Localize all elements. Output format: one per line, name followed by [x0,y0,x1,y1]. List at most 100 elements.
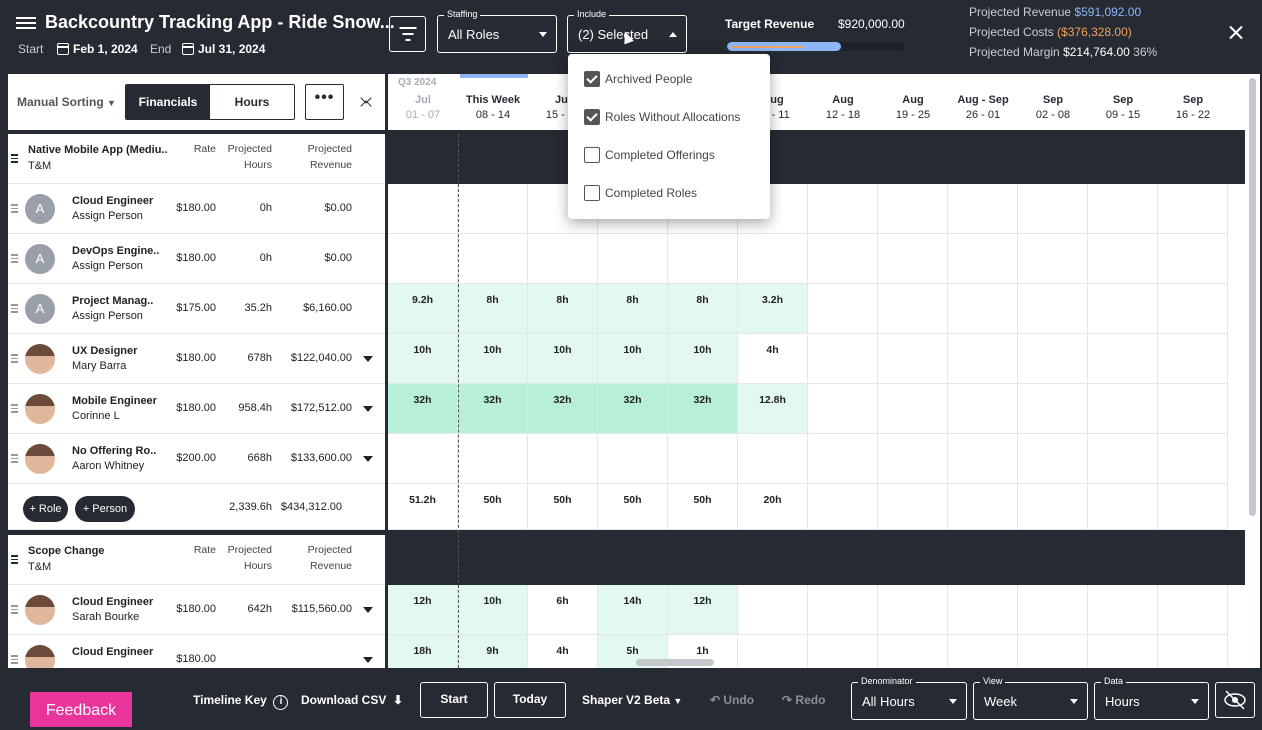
allocation-cell[interactable] [948,234,1018,284]
role-row[interactable]: A DevOps Engine.. Assign Person $180.00 0h $0… [8,234,385,284]
close-icon[interactable] [1226,24,1246,44]
view-select[interactable]: View Week [973,676,1088,720]
week-header[interactable]: Sep 09 - 15 [1088,74,1158,130]
allocation-cell[interactable] [1088,635,1158,668]
role-row[interactable]: A Project Manag.. Assign Person $175.00 35.2… [8,284,385,334]
allocation-cell[interactable] [878,184,948,234]
allocation-cell[interactable] [948,184,1018,234]
allocation-cell[interactable] [388,434,458,484]
checkbox[interactable] [584,147,600,163]
sort-dropdown[interactable]: Manual Sorting ▼ [17,95,116,109]
download-csv-button[interactable]: Download CSV ⬇ [301,693,404,707]
allocation-cell[interactable] [1088,434,1158,484]
allocation-cell[interactable] [808,334,878,384]
allocation-cell[interactable]: 12.8h [738,384,808,434]
expand-arrow-icon[interactable] [363,456,373,462]
view-toggle[interactable]: Financials Hours [125,84,295,120]
allocation-cell[interactable] [1088,585,1158,635]
undo-button[interactable]: ↶ Undo [710,693,755,707]
allocation-cell[interactable] [738,234,808,284]
allocation-cell[interactable] [1088,284,1158,334]
expand-arrow-icon[interactable] [363,356,373,362]
feedback-button[interactable]: Feedback [30,692,132,727]
end-date[interactable]: Jul 31, 2024 [182,42,265,56]
allocation-cell[interactable]: 6h [528,585,598,635]
allocation-cell[interactable] [1018,585,1088,635]
role-row[interactable]: UX Designer Mary Barra $180.00 678h $122,040… [8,334,385,384]
allocation-cell[interactable] [1158,284,1228,334]
assigned-person[interactable]: Mary Barra [72,360,127,372]
denominator-select[interactable]: Denominator All Hours [851,676,967,720]
allocation-cell[interactable] [948,384,1018,434]
allocation-cell[interactable] [1018,635,1088,668]
allocation-cell[interactable] [668,234,738,284]
allocation-cell[interactable]: 1h [668,635,738,668]
assigned-person[interactable]: Assign Person [72,210,143,222]
expand-arrow-icon[interactable] [363,607,373,613]
allocation-cell[interactable]: 8h [598,284,668,334]
drag-handle-icon[interactable] [11,302,18,316]
allocation-cell[interactable]: 32h [528,384,598,434]
allocation-cell[interactable] [808,434,878,484]
filter-button[interactable] [389,16,426,52]
drag-handle-icon[interactable] [11,152,18,166]
allocation-cell[interactable]: 9.2h [388,284,458,334]
allocation-cell[interactable]: 10h [458,585,528,635]
allocation-cell[interactable] [1158,334,1228,384]
timeline-key-button[interactable]: Timeline Key i [193,693,289,710]
allocation-cell[interactable] [1158,234,1228,284]
allocation-cell[interactable]: 10h [668,334,738,384]
drag-handle-icon[interactable] [11,352,18,366]
week-header[interactable]: Aug - Sep 26 - 01 [948,74,1018,130]
allocation-cell[interactable] [948,284,1018,334]
tab-financials[interactable]: Financials [126,85,210,119]
allocation-cell[interactable]: 32h [668,384,738,434]
allocation-cell[interactable] [878,434,948,484]
allocation-cell[interactable]: 12h [388,585,458,635]
menu-icon[interactable] [16,14,36,30]
allocation-cell[interactable]: 8h [528,284,598,334]
allocation-cell[interactable] [948,635,1018,668]
include-select[interactable]: Include (2) Selected [567,9,687,53]
allocation-cell[interactable]: 4h [738,334,808,384]
allocation-cell[interactable]: 10h [528,334,598,384]
allocation-cell[interactable] [528,434,598,484]
allocation-cell[interactable] [1018,184,1088,234]
allocation-cell[interactable] [1018,284,1088,334]
allocation-cell[interactable] [1158,384,1228,434]
allocation-cell[interactable] [1018,334,1088,384]
allocation-cell[interactable]: 18h [388,635,458,668]
week-header[interactable]: This Week 08 - 14 [458,74,528,130]
allocation-cell[interactable] [458,434,528,484]
allocation-cell[interactable] [878,284,948,334]
more-options-button[interactable]: ••• [305,84,344,120]
allocation-cell[interactable] [1018,434,1088,484]
week-header[interactable]: Sep 02 - 08 [1018,74,1088,130]
allocation-cell[interactable] [1088,234,1158,284]
allocation-cell[interactable] [878,635,948,668]
allocation-cell[interactable] [598,434,668,484]
assigned-person[interactable]: Assign Person [72,260,143,272]
allocation-cell[interactable] [808,585,878,635]
assigned-person[interactable]: Sarah Bourke [72,611,140,623]
allocation-cell[interactable] [878,334,948,384]
allocation-cell[interactable] [738,434,808,484]
hide-visibility-icon[interactable] [1215,682,1255,718]
allocation-cell[interactable] [458,234,528,284]
allocation-cell[interactable] [878,585,948,635]
allocation-cell[interactable]: 14h [598,585,668,635]
expand-arrow-icon[interactable] [363,406,373,412]
allocation-cell[interactable] [738,585,808,635]
checkbox[interactable] [584,185,600,201]
week-header[interactable]: Aug 19 - 25 [878,74,948,130]
allocation-cell[interactable] [1158,184,1228,234]
allocation-cell[interactable] [1018,234,1088,284]
start-date[interactable]: Feb 1, 2024 [57,42,138,56]
data-select[interactable]: Data Hours [1094,676,1209,720]
allocation-cell[interactable] [1018,384,1088,434]
allocation-cell[interactable]: 32h [388,384,458,434]
redo-button[interactable]: ↷ Redo [782,693,826,707]
allocation-cell[interactable] [388,234,458,284]
allocation-cell[interactable] [1158,585,1228,635]
allocation-cell[interactable] [1158,434,1228,484]
